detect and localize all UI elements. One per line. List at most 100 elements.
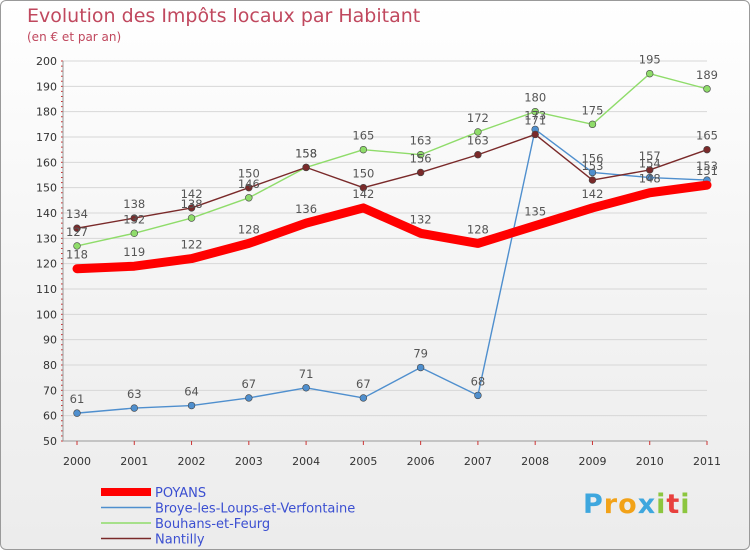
data-label: 180 (524, 91, 546, 105)
logo-letter: t (666, 489, 681, 520)
data-label: 136 (295, 202, 317, 216)
data-label: 156 (410, 151, 432, 165)
y-tick-label: 50 (43, 435, 57, 448)
data-label: 142 (352, 187, 374, 201)
data-point (703, 145, 711, 154)
data-label: 132 (410, 212, 432, 226)
data-label: 127 (66, 225, 88, 239)
data-point (531, 221, 540, 230)
data-point (359, 183, 368, 192)
data-label: 67 (241, 377, 256, 391)
x-tick-label: 2001 (120, 455, 148, 468)
data-label: 79 (413, 347, 428, 361)
x-tick-label: 2007 (464, 455, 492, 468)
logo-letter: i (656, 489, 667, 520)
data-point (73, 409, 81, 417)
x-tick-label: 2000 (63, 455, 91, 468)
data-label: 165 (352, 129, 374, 143)
data-label: 189 (696, 68, 718, 82)
y-tick-label: 70 (43, 384, 57, 397)
y-tick-label: 190 (36, 80, 57, 93)
y-tick-label: 160 (36, 156, 57, 169)
data-label: 171 (524, 113, 546, 127)
x-tick-label: 2010 (636, 455, 664, 468)
data-point (130, 262, 139, 271)
data-label: 61 (70, 392, 85, 406)
data-point (187, 401, 196, 410)
data-point (645, 188, 654, 197)
grid (63, 60, 707, 442)
x-axis: 2000 2001 2002 2003 2004 2005 2006 2007 2008 2009… (63, 440, 721, 468)
data-point (588, 203, 597, 212)
data-point (73, 242, 81, 250)
data-label: 128 (467, 222, 489, 236)
data-label: 135 (524, 205, 546, 219)
data-label: 63 (127, 387, 142, 401)
y-tick-label: 130 (36, 232, 57, 245)
data-point (187, 254, 196, 263)
y-tick-label: 100 (36, 308, 57, 321)
data-point (187, 214, 196, 222)
x-tick-label: 2006 (407, 455, 435, 468)
series-line (76, 133, 708, 229)
y-tick-label: 120 (36, 258, 57, 271)
data-label: 163 (467, 134, 489, 148)
data-point (703, 181, 711, 190)
data-label: 163 (410, 134, 432, 148)
data-point (416, 363, 425, 372)
x-tick-label: 2011 (693, 455, 721, 468)
data-point (473, 239, 482, 248)
legend-label: Broye-les-Loups-et-Verfontaine (155, 502, 355, 517)
logo-letter: o (618, 489, 638, 520)
logo-letter: x (637, 489, 657, 520)
data-point (73, 224, 81, 232)
logo-letter: i (680, 489, 691, 520)
data-label: 156 (581, 151, 603, 165)
x-tick-label: 2003 (235, 455, 263, 468)
data-point (244, 239, 253, 248)
data-point (130, 214, 138, 222)
y-tick-label: 110 (36, 283, 57, 296)
data-point (474, 391, 482, 400)
data-point (703, 85, 711, 93)
data-point (130, 404, 138, 412)
y-tick-label: 140 (36, 207, 57, 220)
data-label: 173 (524, 108, 546, 122)
x-tick-label: 2008 (521, 455, 549, 468)
data-point (245, 394, 253, 402)
data-point (359, 145, 368, 154)
data-label: 142 (181, 187, 203, 201)
data-label: 154 (639, 157, 661, 171)
chart-subtitle: (en € et par an) (27, 30, 122, 44)
x-tick-label: 2004 (292, 455, 320, 468)
data-label: 151 (696, 164, 718, 178)
data-label: 118 (66, 248, 88, 262)
data-label: 64 (184, 385, 199, 399)
data-point (245, 194, 253, 202)
y-tick-label: 170 (36, 131, 57, 144)
y-tick-label: 80 (43, 359, 57, 372)
data-point (187, 204, 196, 212)
data-label: 150 (238, 167, 260, 181)
y-axis: 50 60 70 80 90 100 110 120 130 140 150 160 170 180 190… (36, 55, 64, 448)
data-point (302, 384, 310, 392)
data-label: 158 (295, 146, 317, 160)
data-label: 158 (295, 146, 317, 160)
logo-letter: r (603, 489, 619, 520)
data-label: 153 (581, 159, 603, 173)
legend-label: Bouhans-et-Feurg (155, 517, 270, 532)
data-point (416, 229, 425, 238)
data-point (302, 163, 310, 172)
y-tick-label: 200 (36, 55, 57, 68)
data-point (130, 229, 138, 237)
proxiti-logo: Proxiti (583, 489, 691, 520)
chart-title: Evolution des Impôts locaux par Habitant (27, 5, 421, 27)
logo-letter: P (583, 489, 604, 520)
data-point (73, 264, 81, 273)
data-label: 195 (639, 53, 661, 67)
data-label: 165 (696, 129, 718, 143)
series-line (76, 128, 708, 414)
y-tick-label: 60 (43, 410, 57, 423)
